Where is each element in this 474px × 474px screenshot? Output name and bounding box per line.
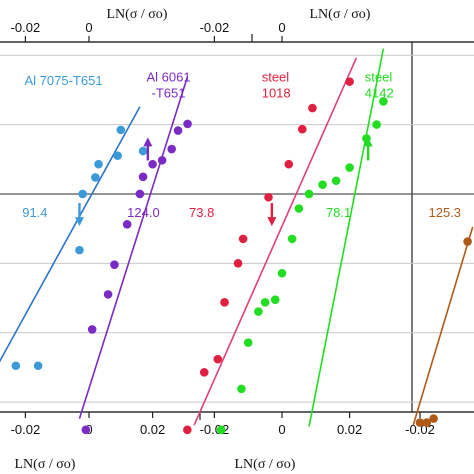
- series-label: steel: [365, 70, 393, 85]
- fit-line: [308, 48, 385, 427]
- data-point: [216, 425, 226, 435]
- series-label: -T651: [152, 86, 186, 101]
- x-tick-label-top: -0.02: [11, 20, 41, 35]
- value-label: 125.3: [429, 205, 462, 220]
- arrow-head: [267, 217, 277, 227]
- data-point: [422, 418, 432, 427]
- data-point: [183, 119, 192, 129]
- series-4: 125.3: [412, 205, 474, 427]
- data-point: [148, 159, 157, 169]
- x-tick-label-bottom: 0.02: [140, 422, 165, 437]
- data-point: [11, 361, 21, 371]
- x-tick-label-top: -0.02: [200, 20, 230, 35]
- data-point: [213, 354, 223, 364]
- data-point: [135, 189, 145, 199]
- data-point: [297, 124, 307, 134]
- data-point: [138, 172, 148, 182]
- bottom-axis-title: LN(σ / σo): [15, 457, 76, 472]
- data-point: [264, 192, 273, 202]
- data-point: [238, 234, 248, 244]
- fit-line: [412, 226, 474, 426]
- series-label: Al 7075-T651: [25, 73, 103, 88]
- arrow-down-icon: [74, 203, 84, 227]
- data-point: [429, 414, 438, 423]
- data-point: [233, 259, 243, 268]
- data-point: [220, 298, 229, 307]
- data-point: [277, 268, 287, 278]
- horizontal-gridlines: [0, 54, 474, 403]
- data-point: [110, 260, 119, 269]
- data-point: [103, 290, 113, 299]
- chart-frame: [0, 34, 474, 420]
- data-point: [318, 180, 327, 190]
- data-point: [284, 159, 294, 169]
- data-point: [270, 295, 280, 304]
- series-label: 4142: [365, 86, 394, 101]
- data-point: [254, 307, 263, 316]
- data-point: [260, 298, 270, 307]
- data-point: [81, 425, 91, 435]
- arrow-up-icon: [363, 137, 373, 161]
- arrow-head: [143, 137, 153, 147]
- data-point: [116, 125, 126, 135]
- fit-line: [193, 57, 358, 426]
- data-point: [183, 425, 192, 435]
- data-point: [237, 384, 246, 394]
- data-point: [345, 163, 354, 172]
- data-point: [345, 77, 354, 86]
- data-point: [91, 173, 100, 182]
- value-label: 91.4: [22, 205, 47, 220]
- top-axis-title: LN(σ / σo): [107, 7, 168, 22]
- value-label: 73.8: [189, 205, 214, 220]
- data-point: [331, 176, 341, 186]
- arrow-up-icon: [143, 137, 153, 161]
- data-point: [78, 189, 87, 199]
- data-point: [199, 368, 209, 377]
- data-point: [87, 325, 97, 334]
- x-tick-label-bottom: 0.02: [337, 422, 362, 437]
- arrow-head: [363, 137, 373, 147]
- series-label: 1018: [262, 86, 291, 101]
- x-tick-label-bottom: 0: [278, 422, 285, 437]
- x-tick-label-top: 0: [278, 20, 285, 35]
- arrow-down-icon: [267, 203, 277, 227]
- data-point: [372, 120, 381, 129]
- data-point: [308, 103, 317, 113]
- data-point: [243, 338, 253, 347]
- fit-line: [78, 76, 189, 419]
- data-point: [294, 204, 304, 213]
- series-1: Al 6061-T651 124.0: [78, 70, 192, 435]
- data-point: [94, 159, 103, 169]
- plot-border: [0, 41, 474, 413]
- bottom-axis-title-2: LN(σ / σo): [235, 457, 296, 472]
- data-point: [122, 220, 132, 229]
- data-point: [415, 418, 425, 427]
- series-label: Al 6061: [146, 70, 190, 85]
- data-point: [113, 151, 122, 160]
- top-axis-title-2: LN(σ / σo): [310, 7, 371, 22]
- series-0: Al 7075-T651 91.4: [0, 73, 148, 371]
- value-label: 124.0: [127, 205, 160, 220]
- data-point: [157, 155, 167, 165]
- data-point: [379, 97, 388, 106]
- x-tick-label-bottom: -0.02: [11, 422, 41, 437]
- data-point: [138, 146, 148, 156]
- data-point: [463, 237, 472, 246]
- series-label: steel: [262, 70, 290, 85]
- data-point: [33, 361, 43, 371]
- x-tick-label-top: 0: [85, 20, 92, 35]
- data-point: [304, 189, 314, 199]
- data-point: [173, 126, 183, 135]
- fit-line: [0, 106, 141, 363]
- value-label: 78.1: [326, 205, 351, 220]
- data-point: [287, 234, 297, 244]
- data-point: [167, 144, 176, 154]
- arrow-head: [74, 217, 84, 227]
- data-point: [75, 245, 84, 255]
